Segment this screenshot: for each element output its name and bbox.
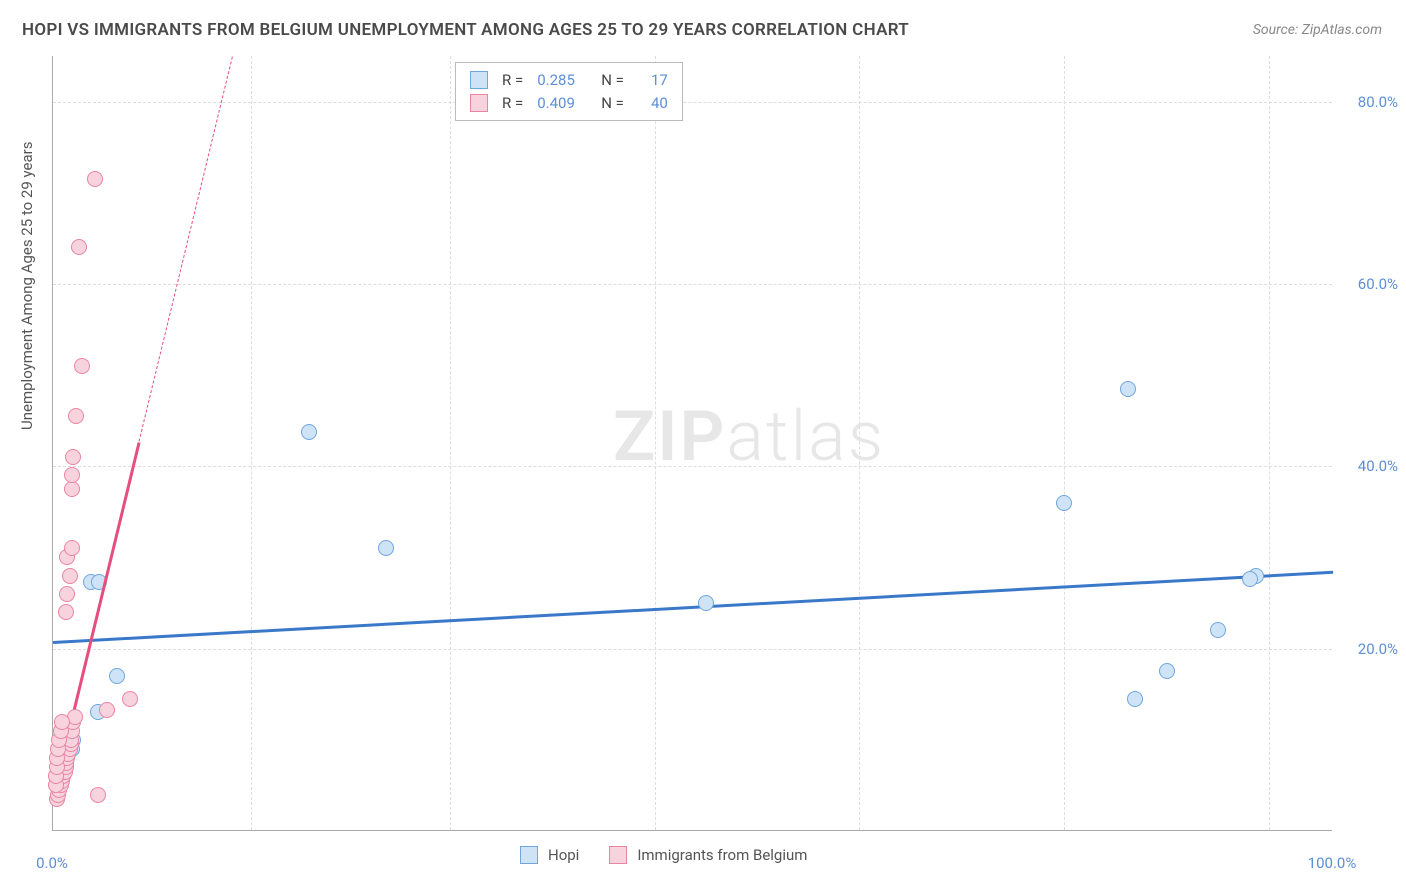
gridline-v xyxy=(1269,56,1270,830)
data-point xyxy=(1210,622,1226,638)
n-label: N = xyxy=(601,92,624,115)
legend-swatch xyxy=(470,71,488,89)
r-value: 0.409 xyxy=(537,92,587,115)
gridline-v xyxy=(859,56,860,830)
gridline-v xyxy=(1064,56,1065,830)
data-point xyxy=(59,586,75,602)
data-point xyxy=(99,702,115,718)
data-point xyxy=(109,668,125,684)
r-label: R = xyxy=(502,69,523,92)
ytick-label: 60.0% xyxy=(1358,275,1398,293)
data-point xyxy=(64,467,80,483)
source-attribution: Source: ZipAtlas.com xyxy=(1253,22,1382,38)
legend-correlation: R = 0.285 N = 17 R = 0.409 N = 40 xyxy=(455,62,683,121)
data-point xyxy=(1242,571,1258,587)
gridline-h xyxy=(53,284,1332,285)
data-point xyxy=(62,568,78,584)
xtick-label: 0.0% xyxy=(36,854,68,872)
ytick-label: 20.0% xyxy=(1358,640,1398,658)
legend-row: R = 0.285 N = 17 xyxy=(470,69,668,92)
r-label: R = xyxy=(502,92,523,115)
data-point xyxy=(1056,495,1072,511)
data-point xyxy=(64,481,80,497)
gridline-h xyxy=(53,102,1332,103)
r-value: 0.285 xyxy=(537,69,587,92)
legend-row: R = 0.409 N = 40 xyxy=(470,92,668,115)
legend-label: Immigrants from Belgium xyxy=(637,846,807,864)
n-value: 17 xyxy=(638,69,668,92)
gridline-h xyxy=(53,649,1332,650)
legend-swatch xyxy=(609,846,627,864)
data-point xyxy=(71,239,87,255)
data-point xyxy=(74,358,90,374)
legend-series: Hopi Immigrants from Belgium xyxy=(520,846,827,864)
legend-swatch xyxy=(470,94,488,112)
ytick-label: 40.0% xyxy=(1358,457,1398,475)
gridline-v xyxy=(251,56,252,830)
plot-area: ZIPatlas 20.0%40.0%60.0%80.0% xyxy=(52,56,1332,831)
data-point xyxy=(65,449,81,465)
gridline-v xyxy=(655,56,656,830)
data-point xyxy=(68,408,84,424)
legend-swatch xyxy=(520,846,538,864)
data-point xyxy=(698,595,714,611)
data-point xyxy=(1127,691,1143,707)
trend-line-hopi xyxy=(53,571,1333,644)
gridline-h xyxy=(53,466,1332,467)
n-label: N = xyxy=(601,69,624,92)
ytick-label: 80.0% xyxy=(1358,93,1398,111)
data-point xyxy=(54,714,70,730)
chart-title: HOPI VS IMMIGRANTS FROM BELGIUM UNEMPLOY… xyxy=(22,20,909,40)
n-value: 40 xyxy=(638,92,668,115)
data-point xyxy=(301,424,317,440)
data-point xyxy=(1120,381,1136,397)
data-point xyxy=(87,171,103,187)
data-point xyxy=(122,691,138,707)
data-point xyxy=(1159,663,1175,679)
data-point xyxy=(58,604,74,620)
gridline-v xyxy=(450,56,451,830)
data-point xyxy=(64,540,80,556)
xtick-label: 100.0% xyxy=(1308,854,1357,872)
trend-dash-immigrants-from-belgium xyxy=(138,56,232,441)
legend-label: Hopi xyxy=(548,846,579,864)
data-point xyxy=(90,787,106,803)
y-axis-label: Unemployment Among Ages 25 to 29 years xyxy=(18,142,36,430)
data-point xyxy=(378,540,394,556)
